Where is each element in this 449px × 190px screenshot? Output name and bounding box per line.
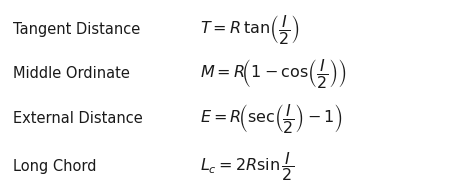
Text: $T = R\,\tan\!\left(\dfrac{I}{2}\right)$: $T = R\,\tan\!\left(\dfrac{I}{2}\right)$ <box>200 13 299 46</box>
Text: Tangent Distance: Tangent Distance <box>13 22 141 37</box>
Text: External Distance: External Distance <box>13 111 143 126</box>
Text: Middle Ordinate: Middle Ordinate <box>13 66 130 81</box>
Text: $L_c = 2R\sin\dfrac{I}{2}$: $L_c = 2R\sin\dfrac{I}{2}$ <box>200 150 294 183</box>
Text: $M = R\!\left(1 - \cos\!\left(\dfrac{I}{2}\right)\right)$: $M = R\!\left(1 - \cos\!\left(\dfrac{I}{… <box>200 57 347 90</box>
Text: Long Chord: Long Chord <box>13 159 97 174</box>
Text: $E = R\!\left(\sec\!\left(\dfrac{I}{2}\right) - 1\right)$: $E = R\!\left(\sec\!\left(\dfrac{I}{2}\r… <box>200 102 343 135</box>
